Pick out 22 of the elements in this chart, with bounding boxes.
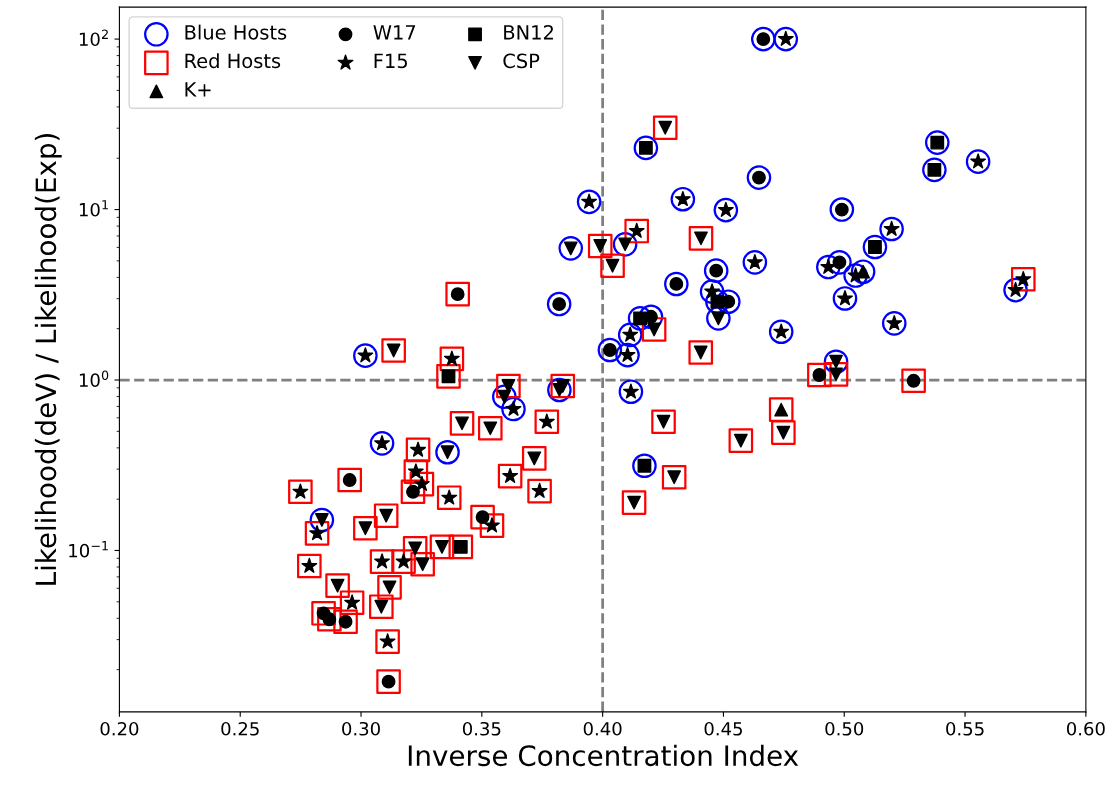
x-tick-label: 0.25 bbox=[221, 721, 259, 736]
legend-label: Red Hosts bbox=[185, 53, 281, 69]
x-tick-label: 0.60 bbox=[1066, 721, 1105, 736]
x-tick-label: 0.20 bbox=[100, 721, 139, 736]
x-axis-title: Inverse Concentration Index bbox=[408, 744, 799, 767]
y-tick-label: 10$^{1}$ bbox=[79, 200, 108, 217]
legend-label: Blue Hosts bbox=[185, 24, 287, 40]
legend-label: CSP bbox=[503, 53, 540, 69]
x-tick-label: 0.35 bbox=[462, 721, 501, 736]
x-tick-label: 0.30 bbox=[342, 721, 380, 736]
x-tick-label: 0.45 bbox=[704, 721, 742, 736]
legend-label: F15 bbox=[374, 53, 407, 69]
legend-label: W17 bbox=[373, 25, 416, 40]
y-tick-label: 10$^{0}$ bbox=[79, 370, 109, 387]
legend-label: K+ bbox=[185, 82, 211, 97]
x-tick-label: 0.40 bbox=[583, 721, 622, 736]
x-tick-label: 0.50 bbox=[825, 721, 864, 736]
legend-label: BN12 bbox=[504, 24, 553, 40]
y-tick-label: 10$^{−1}$ bbox=[69, 541, 108, 558]
y-tick-label: 10$^{2}$ bbox=[79, 29, 108, 47]
x-tick-label: 0.55 bbox=[946, 721, 984, 736]
y-axis-title: Likelihood(deV) / Likelihood(Exp) bbox=[34, 134, 62, 585]
